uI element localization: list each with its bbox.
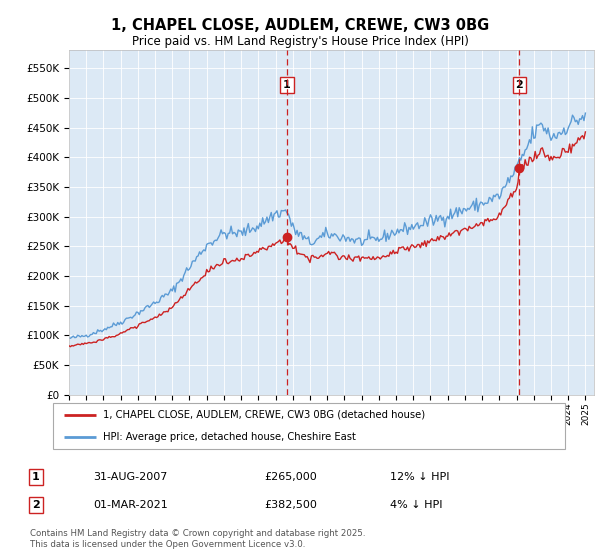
Text: Contains HM Land Registry data © Crown copyright and database right 2025.
This d: Contains HM Land Registry data © Crown c… <box>30 529 365 549</box>
Text: £265,000: £265,000 <box>264 472 317 482</box>
Text: 12% ↓ HPI: 12% ↓ HPI <box>390 472 449 482</box>
Text: 2: 2 <box>515 80 523 90</box>
FancyBboxPatch shape <box>53 404 565 449</box>
Text: 2: 2 <box>32 500 40 510</box>
Text: HPI: Average price, detached house, Cheshire East: HPI: Average price, detached house, Ches… <box>103 432 356 442</box>
Text: 1, CHAPEL CLOSE, AUDLEM, CREWE, CW3 0BG: 1, CHAPEL CLOSE, AUDLEM, CREWE, CW3 0BG <box>111 18 489 32</box>
Text: 01-MAR-2021: 01-MAR-2021 <box>93 500 168 510</box>
Text: Price paid vs. HM Land Registry's House Price Index (HPI): Price paid vs. HM Land Registry's House … <box>131 35 469 49</box>
Text: 1: 1 <box>283 80 291 90</box>
Text: 31-AUG-2007: 31-AUG-2007 <box>93 472 167 482</box>
Text: 4% ↓ HPI: 4% ↓ HPI <box>390 500 443 510</box>
Text: £382,500: £382,500 <box>264 500 317 510</box>
Text: 1: 1 <box>32 472 40 482</box>
Text: 1, CHAPEL CLOSE, AUDLEM, CREWE, CW3 0BG (detached house): 1, CHAPEL CLOSE, AUDLEM, CREWE, CW3 0BG … <box>103 410 425 420</box>
